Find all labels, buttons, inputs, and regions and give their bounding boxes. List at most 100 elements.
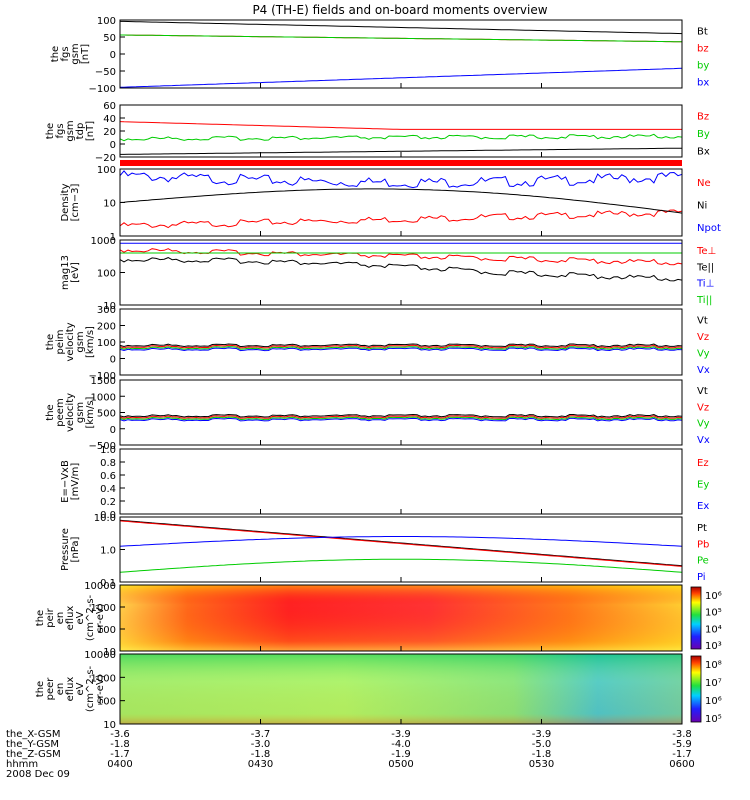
colorbar-tick-label: 10⁵ bbox=[705, 714, 722, 725]
y-axis-label: [nPa] bbox=[70, 536, 81, 562]
series-line bbox=[120, 133, 682, 142]
axis-row-value: -1.8 bbox=[532, 749, 552, 760]
colorbar-tick-label: 10⁴ bbox=[705, 624, 722, 635]
legend-entry: Bx bbox=[697, 146, 710, 157]
y-axis-label: gsm bbox=[75, 402, 86, 423]
axis-row-value: 0400 bbox=[107, 759, 132, 770]
y-axis-label: velocity bbox=[65, 393, 76, 432]
colorbar-tick-label: 10⁶ bbox=[705, 591, 722, 602]
panel-1: Bt bz by bx 100 50 0 −50 −100 the fgs gsm [nT] bbox=[50, 16, 709, 95]
axis-row-value: -3.8 bbox=[672, 729, 692, 740]
y-tick-label: 10 bbox=[103, 720, 116, 731]
y-axis-label: en bbox=[55, 612, 66, 625]
legend-entry: Pt bbox=[697, 523, 707, 534]
y-tick-label: 1 bbox=[110, 232, 116, 243]
y-tick-label: 10.0 bbox=[94, 513, 116, 524]
axis-row-value: -3.9 bbox=[391, 729, 411, 740]
legend-entry: Vt bbox=[697, 386, 708, 397]
y-axis-label: (cm^2-s- bbox=[85, 665, 96, 712]
series-line bbox=[120, 209, 682, 229]
y-tick-label: 50 bbox=[103, 33, 116, 44]
y-axis-label: peir bbox=[45, 607, 56, 627]
axis-row-value: -5.0 bbox=[532, 739, 552, 750]
y-axis-label: the bbox=[50, 46, 61, 62]
y-axis-label: [eV] bbox=[70, 262, 81, 283]
y-axis-label: velocity bbox=[65, 322, 76, 361]
axis-row-value: -3.9 bbox=[532, 729, 552, 740]
series-line bbox=[120, 121, 682, 130]
axis-row-value: 0600 bbox=[669, 759, 694, 770]
colorbar-tick-label: 10³ bbox=[705, 641, 722, 652]
legend-entry: Bz bbox=[697, 112, 709, 123]
y-axis-label: Pressure bbox=[60, 528, 71, 571]
y-tick-label: 0.4 bbox=[100, 484, 116, 495]
legend-entry: by bbox=[697, 61, 709, 72]
y-axis-label: [cm−3] bbox=[70, 184, 81, 222]
legend-entry: Ey bbox=[697, 480, 709, 491]
legend-entry: Pe bbox=[697, 556, 709, 567]
series-line bbox=[120, 34, 682, 43]
y-axis-label: peim bbox=[55, 329, 66, 354]
y-tick-label: 0 bbox=[110, 140, 116, 151]
y-tick-label: 10 bbox=[103, 647, 116, 658]
y-axis-label: eV bbox=[75, 611, 86, 624]
panel-9: 10⁶ 10⁵ 10⁴ 10³ 10000 1000 100 10 the peir en eflux… bbox=[35, 581, 722, 658]
legend-entry: Vt bbox=[697, 315, 708, 326]
y-tick-label: 100 bbox=[97, 338, 116, 349]
axis-row-value: -1.7 bbox=[110, 749, 130, 760]
y-tick-label: 0 bbox=[110, 50, 116, 61]
y-axis-label: the bbox=[45, 123, 56, 139]
axis-row-value: -3.6 bbox=[110, 729, 130, 740]
y-tick-label: 300 bbox=[97, 305, 116, 316]
legend-entry: Te⊥ bbox=[696, 246, 716, 257]
y-tick-label: −50 bbox=[95, 67, 116, 78]
legend-entry: Ne bbox=[697, 178, 711, 189]
gap-bar bbox=[120, 160, 682, 166]
y-tick-label: 500 bbox=[97, 409, 116, 420]
axis-row-value: 0430 bbox=[248, 759, 273, 770]
panel-frame bbox=[119, 308, 683, 376]
y-axis-label: eV bbox=[75, 682, 86, 695]
y-axis-label: sr-eV) bbox=[95, 603, 106, 632]
legend-entry: Vy bbox=[697, 348, 710, 359]
y-tick-label: 1000 bbox=[91, 603, 116, 614]
legend-entry: Bt bbox=[697, 27, 708, 38]
axis-row-value: 0530 bbox=[529, 759, 554, 770]
y-axis-label: [nT] bbox=[85, 121, 96, 141]
legend-entry: Npot bbox=[697, 223, 721, 234]
y-axis-label: fgs bbox=[55, 123, 66, 138]
y-tick-label: 100 bbox=[97, 16, 116, 27]
y-axis-label: sr-eV) bbox=[95, 674, 106, 703]
series-line bbox=[120, 519, 682, 567]
legend-entry: Pi bbox=[697, 572, 706, 583]
y-axis-label: the bbox=[35, 681, 46, 697]
y-tick-label: −20 bbox=[95, 153, 116, 164]
legend-entry: bx bbox=[697, 78, 709, 89]
axis-row-label: the_Z-GSM bbox=[6, 749, 61, 760]
legend-entry: bz bbox=[697, 44, 709, 55]
panel-6: Vt Vz Vy Vx 1500 1000 500 0 −500 the peem velocity g… bbox=[45, 376, 710, 452]
y-axis-label: [km/s] bbox=[85, 326, 96, 358]
axis-row-value: 0500 bbox=[388, 759, 413, 770]
y-axis-label: peem bbox=[55, 398, 66, 426]
axis-row-value: -1.8 bbox=[110, 739, 130, 750]
colorbar-tick-label: 10⁶ bbox=[705, 696, 722, 707]
y-tick-label: 100 bbox=[97, 269, 116, 280]
series-line bbox=[120, 248, 682, 266]
y-tick-label: 1000 bbox=[91, 673, 116, 684]
y-axis-label: en bbox=[55, 683, 66, 696]
series-line bbox=[120, 347, 682, 352]
panel-8: Pt Pb Pe Pi 10.0 1.0 0.1 Pressure [nPa] bbox=[60, 513, 709, 589]
series-line bbox=[120, 257, 682, 282]
panel-4: Te⊥ Te|| Ti⊥ Ti|| 1000 100 10 mag13 [eV] bbox=[60, 236, 716, 312]
y-axis-label: tdp bbox=[75, 123, 86, 140]
legend-entry: Vy bbox=[697, 419, 710, 430]
legend-entry: Vx bbox=[697, 435, 710, 446]
legend-entry: By bbox=[697, 129, 710, 140]
colorbar bbox=[690, 655, 702, 723]
y-tick-label: 10000 bbox=[84, 581, 116, 592]
y-axis-label: peer bbox=[45, 677, 56, 701]
series-line bbox=[120, 415, 682, 419]
series-line bbox=[120, 536, 682, 547]
